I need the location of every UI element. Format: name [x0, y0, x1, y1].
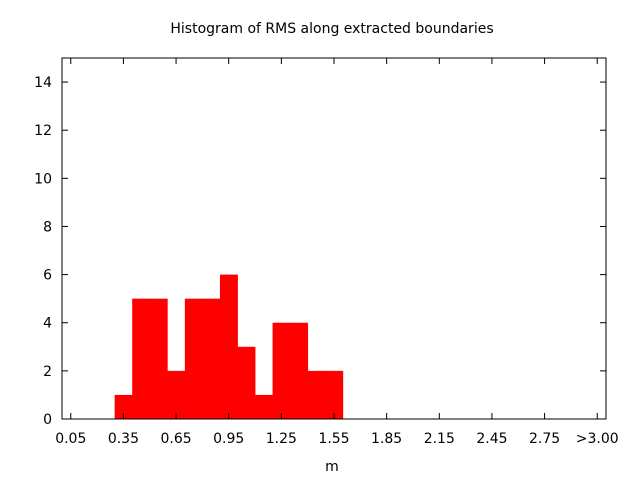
histogram-bar-9: [272, 322, 291, 419]
x-tick-label: 0.35: [108, 431, 139, 447]
histogram-bar-2: [149, 298, 168, 419]
histogram-bar-1: [132, 298, 151, 419]
x-axis: 0.05 0.35 0.65 0.95 1.25 1.55 1.85 2.15 2.45 2.75…: [55, 58, 619, 447]
x-tick-label: 1.25: [266, 431, 297, 447]
histogram-bar-0: [114, 394, 133, 419]
x-tick-label: 0.95: [213, 431, 244, 447]
y-tick-label: 8: [43, 219, 52, 235]
y-axis: 0 2 4 6 8 10 12 14: [34, 75, 606, 428]
x-tick-label: 2.15: [424, 431, 455, 447]
y-tick-label: 2: [43, 364, 52, 380]
y-tick-label: 12: [34, 123, 52, 139]
histogram-bar-8: [255, 394, 273, 419]
x-tick-label: >3.00: [576, 431, 619, 447]
x-axis-label: m: [325, 459, 339, 475]
histogram-bar-12: [325, 370, 344, 419]
x-tick-label: 0.05: [55, 431, 86, 447]
bars-group: [114, 274, 344, 419]
histogram-bar-3: [167, 370, 186, 419]
y-tick-label: 14: [34, 75, 52, 91]
y-tick-label: 10: [34, 171, 52, 187]
chart-title: Histogram of RMS along extracted boundar…: [170, 21, 493, 37]
histogram-bar-4: [184, 298, 203, 419]
x-tick-label: 0.65: [160, 431, 191, 447]
histogram-bar-10: [290, 322, 309, 419]
x-tick-label: 2.75: [529, 431, 560, 447]
histogram-bar-11: [307, 370, 326, 419]
x-tick-label: 1.55: [318, 431, 349, 447]
y-tick-label: 4: [43, 316, 52, 332]
x-tick-label: 1.85: [371, 431, 402, 447]
histogram-bar-5: [202, 298, 221, 419]
y-tick-label: 6: [43, 268, 52, 284]
histogram-bar-7: [237, 346, 256, 419]
y-tick-label: 0: [43, 412, 52, 428]
histogram-bar-6: [219, 274, 238, 419]
x-tick-label: 2.45: [476, 431, 507, 447]
